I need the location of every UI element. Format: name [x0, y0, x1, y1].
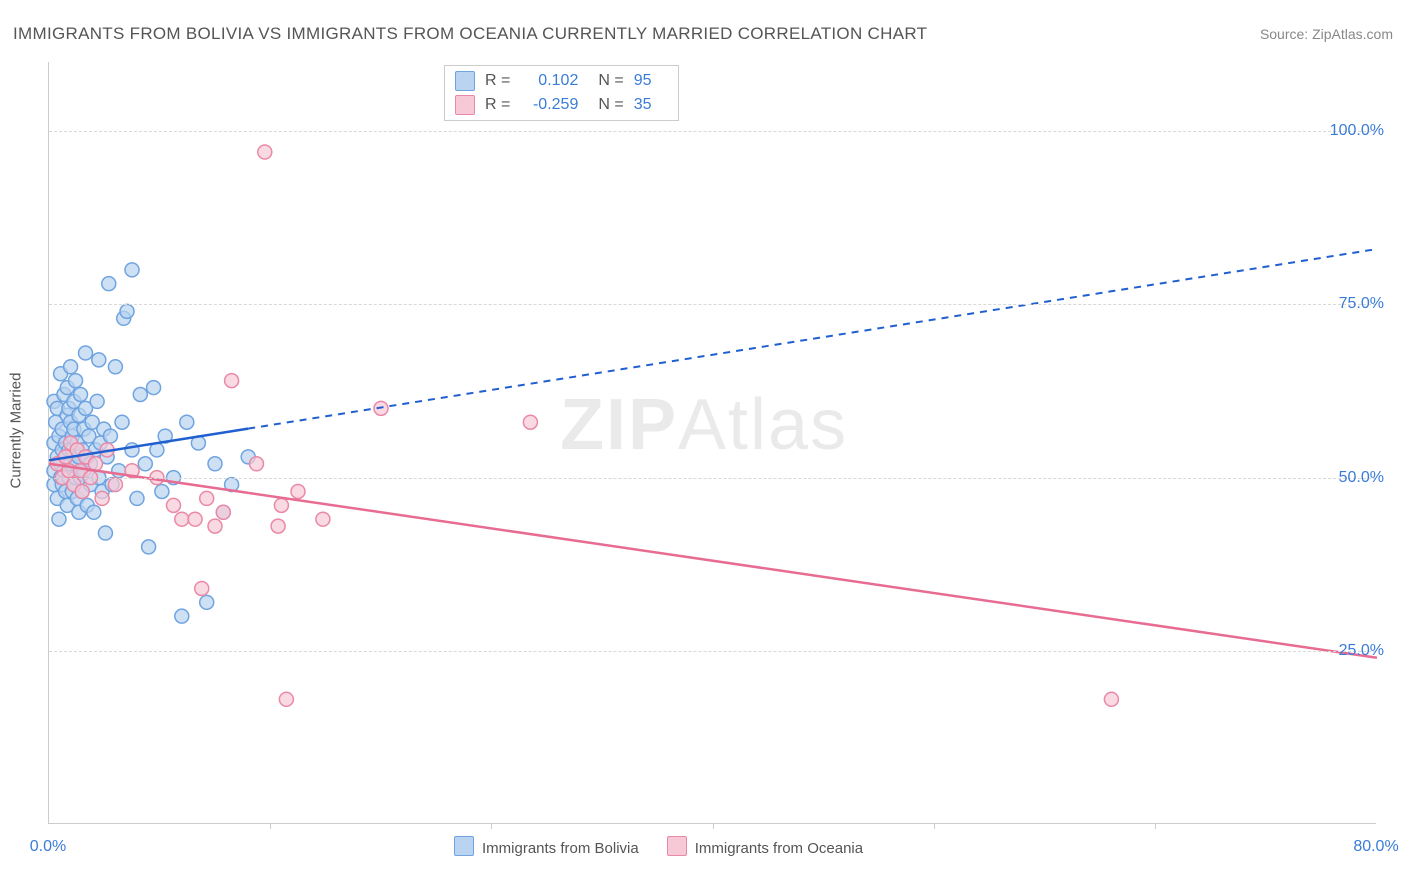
scatter-point [52, 512, 66, 526]
y-tick-label: 25.0% [1314, 642, 1384, 660]
scatter-point [188, 512, 202, 526]
gridline-h [49, 478, 1376, 479]
page-title: IMMIGRANTS FROM BOLIVIA VS IMMIGRANTS FR… [13, 24, 927, 44]
scatter-point [279, 692, 293, 706]
scatter-point [138, 457, 152, 471]
scatter-point [274, 498, 288, 512]
scatter-point [130, 491, 144, 505]
scatter-point [147, 381, 161, 395]
scatter-point [200, 491, 214, 505]
stat-r-label: R = [485, 69, 510, 93]
scatter-point [125, 263, 139, 277]
stat-legend: R = 0.102 N = 95 R = -0.259 N = 35 [444, 65, 679, 121]
stat-n-label: N = [598, 69, 623, 93]
scatter-point [208, 457, 222, 471]
scatter-point [167, 498, 181, 512]
scatter-point [200, 595, 214, 609]
scatter-point [258, 145, 272, 159]
legend-swatch [454, 836, 474, 856]
scatter-point [216, 505, 230, 519]
scatter-point [95, 491, 109, 505]
stat-n-value: 35 [634, 93, 668, 117]
series-legend-label: Immigrants from Bolivia [482, 840, 639, 857]
stat-legend-row: R = -0.259 N = 35 [455, 93, 668, 117]
scatter-point [120, 304, 134, 318]
scatter-point [155, 484, 169, 498]
scatter-point [175, 512, 189, 526]
scatter-point [180, 415, 194, 429]
scatter-point [98, 526, 112, 540]
gridline-h [49, 651, 1376, 652]
legend-swatch [455, 95, 475, 115]
y-axis-label: Currently Married [8, 372, 25, 488]
series-legend-item: Immigrants from Oceania [667, 836, 863, 857]
scatter-point [79, 346, 93, 360]
scatter-point [75, 484, 89, 498]
scatter-point [108, 478, 122, 492]
x-tick-mark [934, 823, 935, 829]
scatter-point [69, 374, 83, 388]
scatter-point [103, 429, 117, 443]
x-tick-mark [713, 823, 714, 829]
y-axis-label-holder: Currently Married [6, 270, 26, 590]
scatter-point [225, 374, 239, 388]
stat-n-label: N = [598, 93, 623, 117]
stat-r-value: -0.259 [520, 93, 578, 117]
scatter-point [102, 277, 116, 291]
trend-line-dashed [248, 249, 1377, 429]
gridline-h [49, 131, 1376, 132]
header-bar: IMMIGRANTS FROM BOLIVIA VS IMMIGRANTS FR… [13, 18, 1393, 50]
scatter-point [142, 540, 156, 554]
y-tick-label: 50.0% [1314, 469, 1384, 487]
stat-n-value: 95 [634, 69, 668, 93]
legend-swatch [667, 836, 687, 856]
gridline-h [49, 304, 1376, 305]
x-tick-mark [270, 823, 271, 829]
scatter-point [523, 415, 537, 429]
y-tick-label: 75.0% [1314, 295, 1384, 313]
x-tick-mark [1155, 823, 1156, 829]
stat-r-label: R = [485, 93, 510, 117]
scatter-point [175, 609, 189, 623]
source-attribution: Source: ZipAtlas.com [1260, 26, 1393, 42]
scatter-point [92, 353, 106, 367]
scatter-point [291, 484, 305, 498]
scatter-point [250, 457, 264, 471]
series-legend-item: Immigrants from Bolivia [454, 836, 639, 857]
scatter-point [87, 505, 101, 519]
x-tick-label: 0.0% [30, 838, 66, 856]
scatter-point [90, 394, 104, 408]
y-tick-label: 100.0% [1314, 122, 1384, 140]
stat-legend-row: R = 0.102 N = 95 [455, 69, 668, 93]
stat-r-value: 0.102 [520, 69, 578, 93]
scatter-point [74, 388, 88, 402]
scatter-point [208, 519, 222, 533]
scatter-point [133, 388, 147, 402]
series-legend: Immigrants from Bolivia Immigrants from O… [454, 836, 863, 857]
chart-svg [49, 62, 1376, 823]
scatter-point [125, 443, 139, 457]
scatter-point [64, 360, 78, 374]
x-tick-label: 80.0% [1353, 838, 1398, 856]
scatter-point [1104, 692, 1118, 706]
x-tick-mark [491, 823, 492, 829]
series-legend-label: Immigrants from Oceania [695, 840, 863, 857]
scatter-point [271, 519, 285, 533]
legend-swatch [455, 71, 475, 91]
scatter-point [195, 581, 209, 595]
scatter-point [316, 512, 330, 526]
scatter-point [108, 360, 122, 374]
scatter-point [115, 415, 129, 429]
chart-area [48, 62, 1376, 824]
trend-line-dashed [248, 493, 1377, 658]
